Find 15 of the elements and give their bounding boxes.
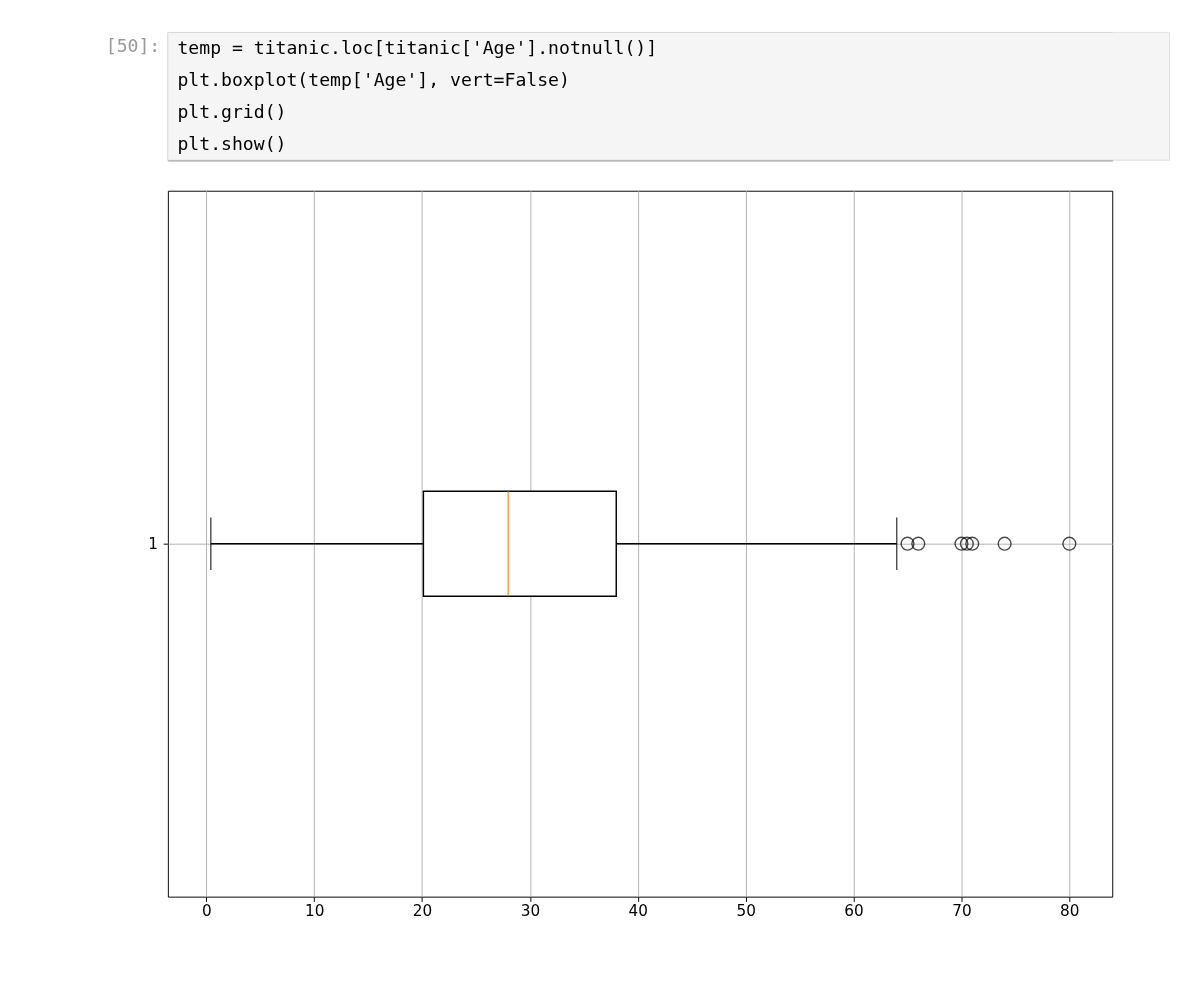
- x-tick-label: 20: [412, 902, 433, 921]
- x-tick-label: 0: [201, 902, 212, 921]
- x-tick-label: 80: [1060, 902, 1080, 921]
- x-tick-label: 10: [304, 902, 325, 921]
- x-tick-label: 40: [628, 902, 648, 921]
- x-tick-label: 50: [736, 902, 756, 921]
- x-tick-label: 70: [952, 902, 972, 921]
- y-tick-label: 1: [148, 534, 158, 553]
- text: plt.show(): [177, 132, 287, 154]
- text: [50]:: [105, 35, 161, 57]
- text: temp = titanic.loc[titanic['Age'].notnull()]: [177, 37, 658, 59]
- text: plt.grid(): [177, 101, 287, 123]
- text: plt.boxplot(temp['Age'], vert=False): [177, 69, 570, 91]
- x-tick-label: 60: [844, 902, 864, 921]
- x-tick-label: 30: [520, 902, 541, 921]
